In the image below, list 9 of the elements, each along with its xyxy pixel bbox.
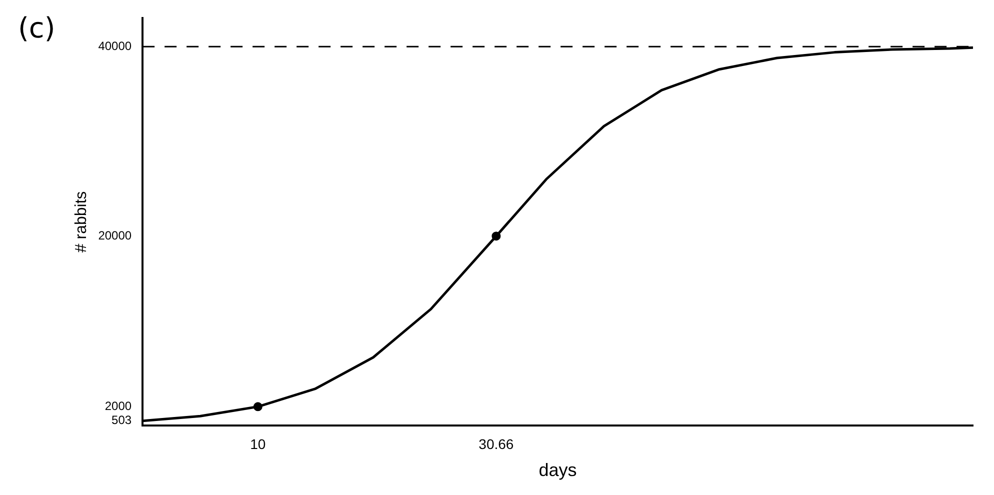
x-tick-label: 10 <box>250 436 266 452</box>
x-tick-label: 30.66 <box>478 436 514 452</box>
text: (c) <box>18 11 56 44</box>
y-tick-label: 503 <box>112 413 132 428</box>
y-axis-title: # rabbits <box>73 191 90 253</box>
y-tick-label: 40000 <box>98 38 132 53</box>
x-axis-title: days <box>538 460 577 480</box>
y-tick-label: 2000 <box>104 398 132 413</box>
y-tick-label: 20000 <box>98 228 132 242</box>
